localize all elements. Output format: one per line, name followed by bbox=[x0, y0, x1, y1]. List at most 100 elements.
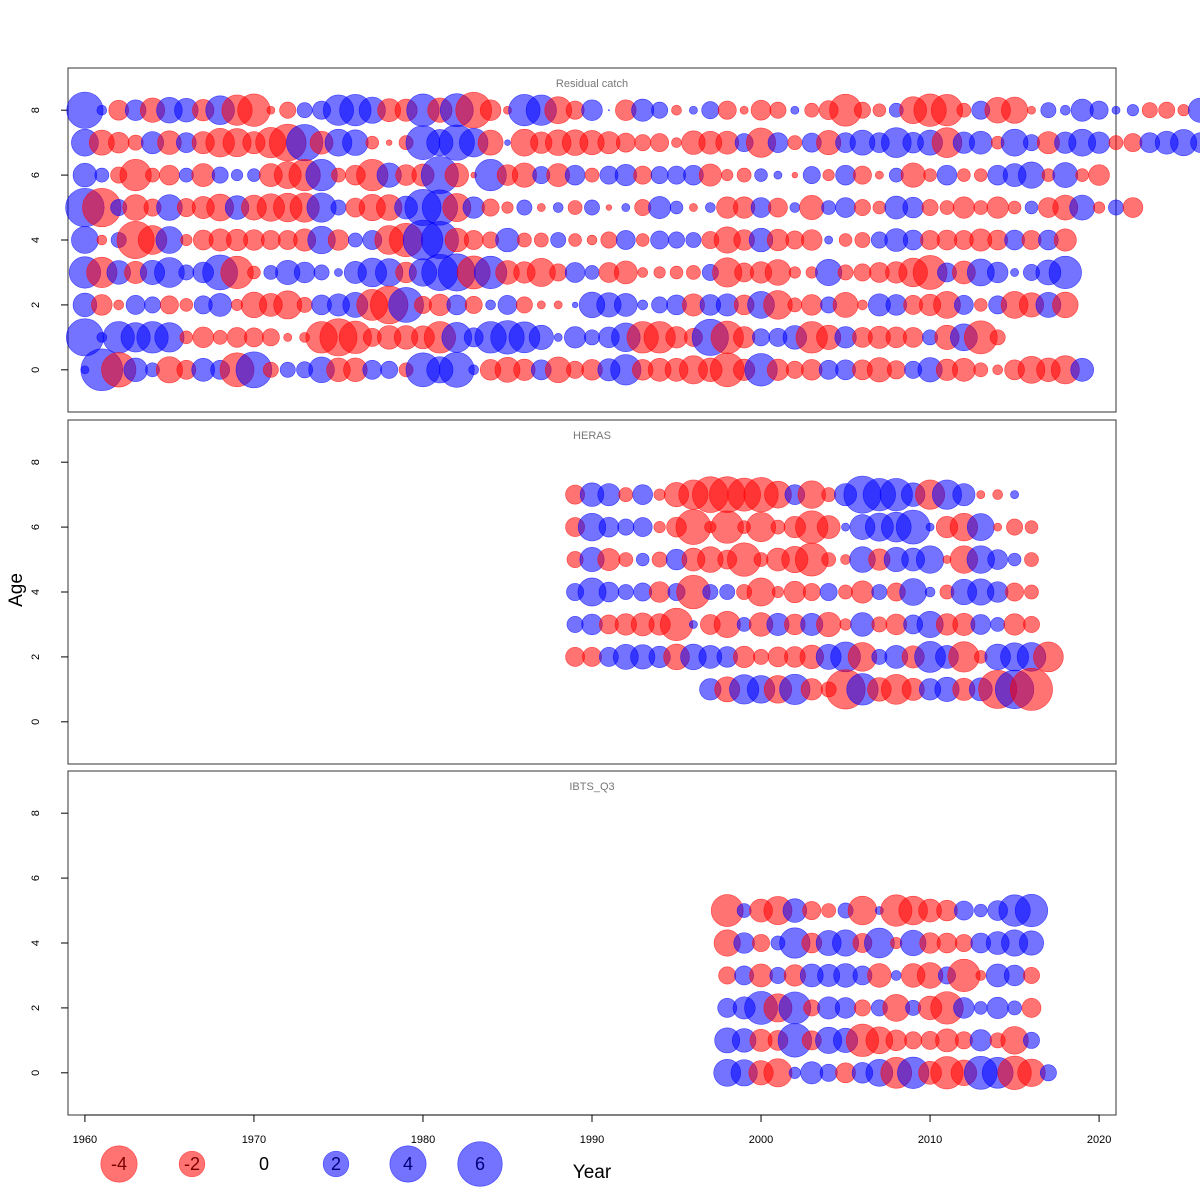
bubble bbox=[767, 132, 789, 153]
bubble bbox=[819, 583, 838, 601]
bubble bbox=[904, 1031, 923, 1050]
bubble bbox=[1053, 228, 1077, 252]
bubble bbox=[582, 647, 602, 667]
bubble bbox=[1069, 194, 1096, 221]
bubble bbox=[954, 934, 973, 952]
bubble bbox=[553, 300, 563, 310]
bubble bbox=[348, 232, 363, 248]
bubble bbox=[380, 360, 399, 379]
bubble bbox=[533, 232, 549, 248]
bubble bbox=[566, 360, 585, 379]
bubble bbox=[564, 164, 586, 186]
bubble bbox=[1007, 200, 1022, 215]
bubble bbox=[821, 200, 836, 215]
bubble bbox=[1010, 490, 1019, 500]
bubble bbox=[733, 932, 755, 954]
bubble bbox=[921, 199, 939, 216]
bubble bbox=[516, 199, 533, 216]
bubble bbox=[635, 233, 650, 247]
bubble bbox=[835, 197, 856, 218]
panel-title: Residual catch bbox=[556, 78, 628, 90]
bubble bbox=[651, 101, 669, 119]
bubble bbox=[790, 105, 800, 115]
bubble bbox=[819, 1063, 838, 1082]
bubble bbox=[1158, 101, 1176, 119]
bubble bbox=[1108, 199, 1124, 216]
bubble bbox=[464, 295, 483, 314]
bubble bbox=[127, 134, 144, 151]
bubble bbox=[838, 584, 853, 600]
bubble bbox=[974, 1001, 988, 1015]
bubble bbox=[686, 265, 701, 280]
bubble bbox=[1075, 168, 1089, 182]
bubble bbox=[769, 101, 787, 119]
bubble bbox=[832, 292, 859, 318]
bubble bbox=[568, 233, 582, 247]
y-tick-label: 0 bbox=[30, 367, 42, 373]
bubble bbox=[617, 518, 635, 536]
bubble bbox=[925, 522, 935, 532]
bubble bbox=[1024, 552, 1039, 567]
bubble bbox=[618, 487, 634, 502]
bubble bbox=[1052, 291, 1079, 319]
bubble bbox=[501, 201, 514, 214]
bubble bbox=[331, 167, 346, 183]
bubble bbox=[753, 552, 769, 567]
x-tick-label: 2010 bbox=[918, 1134, 942, 1146]
bubble bbox=[632, 484, 653, 505]
bubble bbox=[71, 226, 99, 254]
bubble bbox=[1010, 667, 1053, 711]
bubble bbox=[895, 509, 931, 545]
bubble bbox=[96, 234, 108, 246]
bubble bbox=[791, 171, 799, 179]
bubble bbox=[717, 100, 737, 120]
bubble bbox=[821, 552, 836, 567]
bubble bbox=[159, 164, 180, 186]
bubble bbox=[584, 167, 600, 183]
bubble bbox=[567, 200, 583, 215]
bubble bbox=[230, 169, 244, 182]
bubble bbox=[754, 168, 768, 182]
bubble bbox=[1141, 102, 1158, 119]
bubble bbox=[821, 903, 836, 918]
bubble bbox=[671, 137, 682, 148]
bubble bbox=[787, 135, 803, 150]
bubble bbox=[766, 358, 790, 381]
bubble bbox=[481, 198, 500, 217]
bubble bbox=[648, 196, 672, 219]
bubble bbox=[746, 577, 776, 607]
bubble bbox=[986, 196, 1009, 219]
bubble bbox=[613, 260, 638, 285]
bubble bbox=[733, 645, 756, 668]
bubble bbox=[1001, 96, 1029, 124]
bubble bbox=[802, 583, 821, 601]
bubble bbox=[973, 362, 989, 378]
bubble bbox=[902, 327, 924, 348]
bubble bbox=[96, 104, 108, 116]
bubble bbox=[992, 364, 1003, 376]
bubble bbox=[1024, 200, 1039, 215]
bubble bbox=[463, 230, 484, 250]
bubble bbox=[1033, 641, 1064, 673]
bubble bbox=[1039, 1064, 1057, 1082]
bubble bbox=[975, 970, 987, 981]
bubble bbox=[247, 168, 261, 182]
bubble bbox=[211, 166, 229, 184]
bubble bbox=[479, 99, 502, 121]
bubble bbox=[854, 199, 871, 216]
bubble bbox=[637, 299, 648, 311]
bubble bbox=[753, 648, 769, 665]
bubble bbox=[785, 360, 804, 379]
bubble bbox=[160, 295, 179, 315]
bubble bbox=[615, 132, 636, 153]
bubble bbox=[871, 616, 888, 633]
bubble bbox=[1003, 613, 1026, 636]
bubble bbox=[362, 359, 383, 380]
bubble bbox=[208, 293, 232, 317]
bubble bbox=[244, 327, 264, 348]
bubble bbox=[178, 167, 194, 183]
bubble bbox=[615, 230, 636, 250]
bubble bbox=[771, 585, 784, 599]
bubble bbox=[581, 99, 603, 121]
bubble bbox=[839, 618, 852, 631]
